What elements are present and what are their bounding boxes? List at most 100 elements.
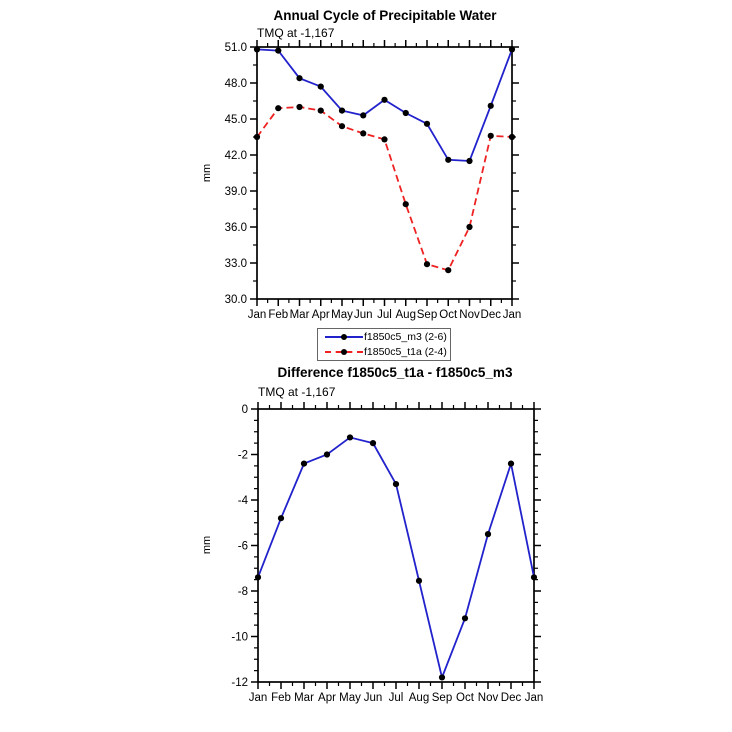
chart2-y-axis-label: mm	[201, 535, 213, 555]
data-point-marker	[423, 261, 431, 268]
data-point-marker	[415, 577, 423, 584]
y-tick-label: 42.0	[225, 150, 247, 162]
data-point-marker	[317, 107, 324, 114]
month-label: Sep	[417, 309, 437, 321]
legend-label-t1a: f1850c5_t1a (2-4)	[364, 345, 447, 358]
data-point-marker	[323, 451, 331, 458]
data-point-marker	[487, 102, 494, 109]
y-tick-label: -12	[231, 677, 248, 689]
series-f1850c5-t1a-f1850c5-m3	[254, 434, 538, 681]
data-point-marker	[254, 574, 262, 581]
y-tick-label: 45.0	[225, 114, 247, 126]
data-point-marker	[530, 574, 538, 581]
data-point-marker	[507, 460, 515, 467]
y-tick-label: 51.0	[225, 42, 247, 54]
data-point-marker	[484, 531, 492, 538]
data-point-marker	[369, 440, 377, 447]
month-label: Aug	[396, 309, 416, 321]
data-point-marker	[346, 434, 354, 441]
legend-row-m3: f1850c5_m3 (2-6)	[325, 330, 447, 344]
chart1-title: Annual Cycle of Precipitable Water	[273, 8, 497, 23]
month-label: Dec	[501, 692, 522, 704]
y-tick-label: -10	[231, 632, 248, 644]
data-point-marker	[275, 105, 282, 112]
data-point-marker	[487, 132, 494, 139]
data-point-marker	[402, 109, 409, 117]
series-line	[256, 48, 513, 162]
month-label: Apr	[318, 692, 336, 704]
chart2-title: Difference f1850c5_t1a - f1850c5_m3	[277, 365, 513, 380]
data-point-marker	[392, 480, 400, 488]
data-point-marker	[360, 130, 367, 137]
month-label: Dec	[481, 309, 502, 321]
month-label: Oct	[456, 692, 475, 704]
legend: f1850c5_m3 (2-6) f1850c5_t1a (2-4)	[317, 328, 451, 361]
month-label: May	[331, 309, 353, 321]
data-point-marker	[275, 47, 282, 54]
data-point-marker	[423, 120, 431, 127]
month-label: May	[339, 692, 361, 704]
plot-frame	[257, 408, 535, 683]
plot-frame	[256, 46, 513, 300]
legend-sample-marker	[341, 348, 347, 355]
data-point-marker	[296, 75, 303, 82]
legend-line-sample-m3	[325, 333, 363, 341]
month-label: Mar	[290, 309, 310, 321]
data-point-marker	[296, 103, 303, 111]
y-tick-label: 0	[242, 404, 248, 416]
month-label: Aug	[409, 692, 429, 704]
month-label: Apr	[312, 309, 330, 321]
data-point-marker	[445, 267, 452, 274]
legend-row-t1a: f1850c5_t1a (2-4)	[325, 345, 447, 359]
y-tick-label: -2	[238, 450, 248, 462]
data-point-marker	[253, 46, 261, 53]
y-tick-label: 33.0	[225, 258, 247, 270]
data-point-marker	[466, 157, 473, 165]
data-point-marker	[438, 674, 446, 681]
month-label: Jan	[249, 692, 268, 704]
chart2-subtitle: TMQ at -1,167	[258, 385, 336, 399]
data-point-marker	[445, 156, 452, 163]
data-point-marker	[338, 107, 346, 114]
data-point-marker	[381, 136, 388, 143]
y-tick-label: 39.0	[225, 186, 247, 198]
y-tick-label: 30.0	[225, 294, 247, 306]
data-point-marker	[466, 223, 473, 231]
legend-label-m3: f1850c5_m3 (2-6)	[364, 331, 447, 344]
month-label: Feb	[271, 692, 291, 704]
series-line	[256, 106, 513, 272]
data-point-marker	[508, 133, 516, 141]
y-tick-label: 36.0	[225, 222, 247, 234]
series-f1850c5-m3-2-6-	[253, 46, 516, 165]
month-label: Oct	[439, 309, 458, 321]
series-f1850c5-t1a-2-4-	[253, 103, 516, 274]
month-label: Jun	[364, 692, 383, 704]
y-tick-label: -4	[238, 495, 249, 507]
month-label: Jun	[354, 309, 373, 321]
data-point-marker	[253, 133, 261, 141]
data-point-marker	[508, 46, 516, 53]
data-point-marker	[300, 460, 308, 467]
month-label: Jan	[248, 309, 267, 321]
chart1-subtitle: TMQ at -1,167	[257, 26, 335, 40]
month-label: Nov	[478, 692, 499, 704]
month-label: Nov	[459, 309, 480, 321]
data-point-marker	[461, 615, 469, 622]
data-point-marker	[277, 515, 285, 522]
series-line	[257, 436, 535, 681]
data-point-marker	[317, 83, 324, 90]
data-point-marker	[402, 201, 409, 208]
month-label: Jan	[525, 692, 544, 704]
month-label: Jul	[389, 692, 404, 704]
data-point-marker	[338, 123, 346, 130]
y-tick-label: -8	[238, 586, 248, 598]
month-label: Feb	[268, 309, 288, 321]
legend-sample-marker	[341, 334, 347, 341]
data-point-marker	[360, 112, 367, 119]
legend-line-sample-t1a	[325, 348, 363, 356]
y-tick-label: 48.0	[225, 78, 247, 90]
